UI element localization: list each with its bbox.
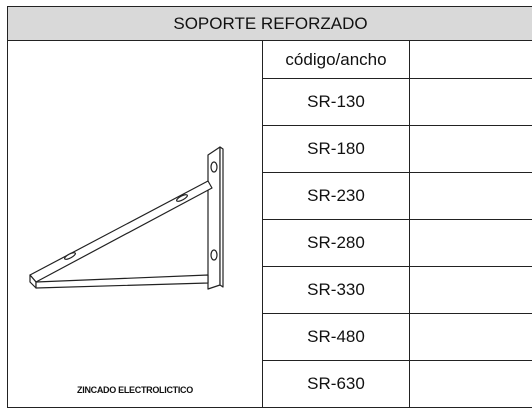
empty-cell [410,79,532,126]
empty-cell [410,220,532,267]
product-code: SR-230 [263,173,410,220]
empty-cell [410,361,532,408]
bracket-drawing [8,85,263,385]
image-caption: ZINCADO ELECTROLICTICO [8,385,262,395]
empty-cell [410,267,532,314]
product-code: SR-180 [263,126,410,173]
product-code: SR-630 [263,361,410,408]
product-table: SOPORTE REFORZADO ZINCA [7,6,532,408]
table-title: SOPORTE REFORZADO [8,7,532,41]
product-code: SR-130 [263,79,410,126]
empty-cell [410,41,532,79]
column-header: código/ancho [263,41,410,79]
empty-cell [410,173,532,220]
empty-cell [410,126,532,173]
empty-cell [410,314,532,361]
product-code: SR-330 [263,267,410,314]
image-cell: ZINCADO ELECTROLICTICO [8,41,263,408]
product-code: SR-280 [263,220,410,267]
product-code: SR-480 [263,314,410,361]
